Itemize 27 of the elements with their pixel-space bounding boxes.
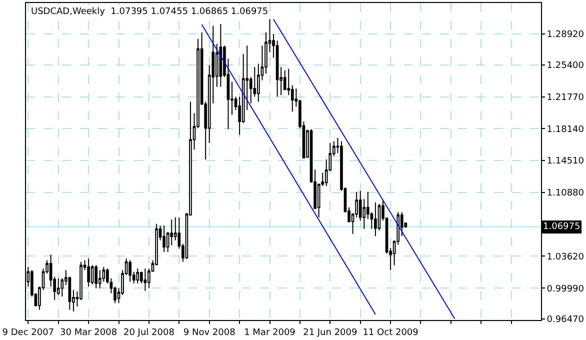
y-tick-label: 1.10880 bbox=[546, 188, 584, 199]
candlestick bbox=[128, 260, 132, 282]
candlestick bbox=[144, 268, 147, 292]
text: USDCAD,Weekly 1.07395 1.07455 1.06865 1.06975 bbox=[31, 7, 268, 17]
y-tick-label: 1.14510 bbox=[546, 156, 584, 167]
candlestick bbox=[374, 202, 377, 237]
candlestick bbox=[87, 258, 90, 288]
y-tick-label: 1.28920 bbox=[546, 30, 584, 40]
y-tick-label: 1.21770 bbox=[546, 92, 584, 103]
ref-line-label: 1.06975 bbox=[543, 222, 580, 232]
candlestick bbox=[162, 225, 166, 253]
x-tick-label: 9 Nov 2008 bbox=[183, 328, 236, 338]
candlestick bbox=[219, 24, 222, 88]
y-tick-label: 0.96470 bbox=[546, 315, 584, 326]
y-tick-label: 0.99990 bbox=[546, 284, 584, 294]
x-tick-label: 20 Jul 2008 bbox=[123, 328, 175, 338]
x-tick-label: 11 Oct 2009 bbox=[362, 328, 419, 338]
x-tick-label: 30 Mar 2008 bbox=[60, 328, 118, 338]
y-tick-label: 1.18140 bbox=[546, 124, 584, 135]
candlestick bbox=[283, 70, 286, 91]
x-tick-label: 21 Jun 2009 bbox=[303, 328, 358, 338]
x-tick-label: 9 Dec 2007 bbox=[2, 328, 54, 338]
x-tick-label: 1 Mar 2009 bbox=[244, 328, 296, 338]
candlestick bbox=[94, 264, 98, 289]
y-tick-label: 1.03620 bbox=[546, 252, 584, 262]
candlestick bbox=[136, 268, 140, 284]
y-tick-label: 1.25400 bbox=[546, 61, 584, 72]
